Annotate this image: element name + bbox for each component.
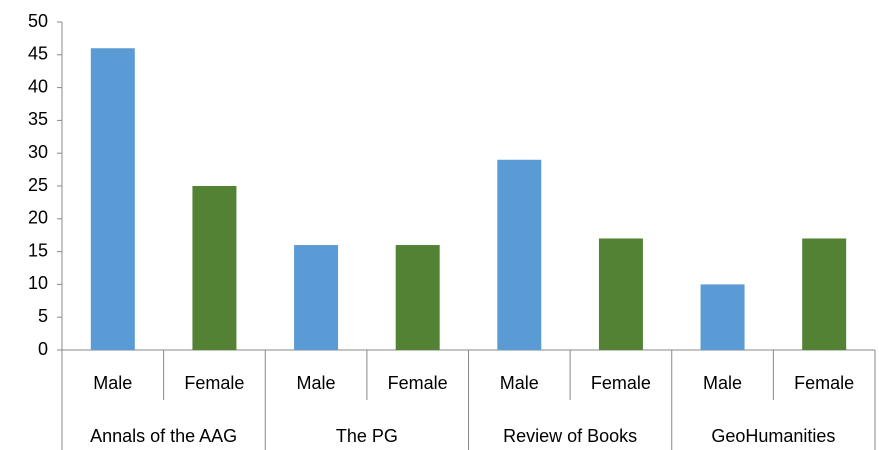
x-tick-label: Male [297,373,336,393]
group-label: Annals of the AAG [90,426,237,446]
y-tick-label: 50 [28,11,48,31]
group-label: The PG [336,426,398,446]
bar [395,245,440,350]
x-tick-label: Female [591,373,651,393]
y-tick-label: 20 [28,208,48,228]
bar [700,284,745,350]
y-tick-label: 35 [28,109,48,129]
x-tick-label: Male [93,373,132,393]
y-tick-label: 25 [28,175,48,195]
x-tick-label: Female [388,373,448,393]
y-tick-label: 15 [28,240,48,260]
group-label: GeoHumanities [711,426,835,446]
x-tick-label: Female [794,373,854,393]
bar [294,245,339,350]
y-tick-label: 30 [28,142,48,162]
bar [802,238,847,350]
y-tick-label: 40 [28,76,48,96]
bar [497,159,542,350]
bar [90,48,135,351]
bar [598,238,643,350]
y-tick-label: 0 [38,339,48,359]
y-tick-label: 10 [28,273,48,293]
group-label: Review of Books [503,426,637,446]
x-tick-label: Female [184,373,244,393]
y-tick-label: 45 [28,44,48,64]
y-tick-label: 5 [38,306,48,326]
bar [192,186,237,350]
x-tick-label: Male [500,373,539,393]
x-tick-label: Male [703,373,742,393]
